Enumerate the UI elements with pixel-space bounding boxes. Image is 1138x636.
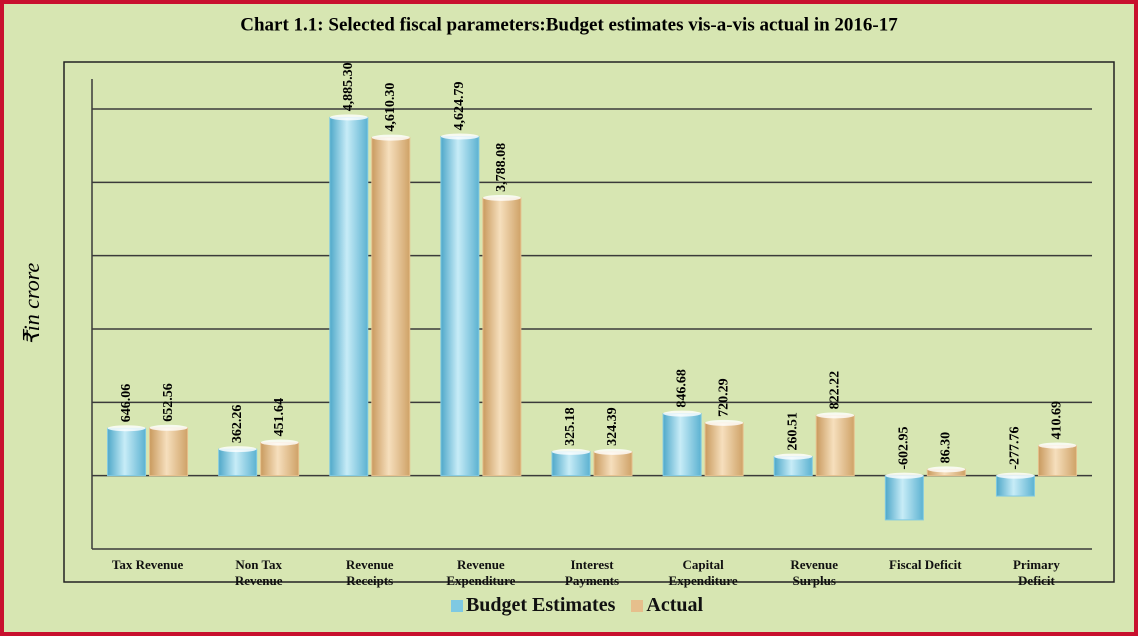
data-label: 324.39 xyxy=(605,407,620,446)
bar xyxy=(107,427,147,477)
data-label: 86.30 xyxy=(939,432,954,464)
bar-cap xyxy=(440,133,479,140)
bar-cap xyxy=(107,425,146,432)
x-tick-label: Tax Revenue xyxy=(111,557,184,572)
x-tick-label: Revenue Surplus xyxy=(790,557,839,588)
data-label: 325.18 xyxy=(563,407,578,446)
x-tick-label: Revenue Expenditure xyxy=(446,557,516,588)
bar xyxy=(815,414,855,477)
bar xyxy=(551,451,591,477)
bar xyxy=(260,442,300,477)
bar xyxy=(593,451,633,477)
bar xyxy=(149,427,189,477)
bar-cap xyxy=(885,472,924,479)
data-label: 846.68 xyxy=(674,369,689,408)
data-label: -277.76 xyxy=(1008,426,1023,469)
data-label: 410.69 xyxy=(1050,401,1065,440)
data-label: 822.22 xyxy=(827,371,842,410)
legend-label: Actual xyxy=(646,594,704,616)
bar xyxy=(482,197,522,477)
bar-cap xyxy=(552,448,590,455)
data-label: 362.26 xyxy=(230,405,245,444)
chart: Chart 1.1: Selected fiscal parameters:Bu… xyxy=(19,14,1115,583)
bar-cap xyxy=(816,412,855,419)
bar xyxy=(371,137,411,477)
data-label: 3,788.08 xyxy=(494,143,509,192)
data-label: 4,610.30 xyxy=(383,83,398,132)
chart-title: Chart 1.1: Selected fiscal parameters:Bu… xyxy=(240,14,898,35)
bar-cap xyxy=(329,114,368,121)
bar-cap xyxy=(663,410,702,417)
bar xyxy=(440,136,480,477)
bar-cap xyxy=(371,134,410,141)
legend-swatch xyxy=(450,600,463,613)
bar-cap xyxy=(927,466,966,473)
bar-cap xyxy=(149,424,188,431)
bar-cap xyxy=(705,419,744,426)
data-label: 451.64 xyxy=(272,398,287,437)
bar-cap xyxy=(218,446,257,453)
bar-cap xyxy=(1038,442,1077,449)
bar xyxy=(704,422,744,477)
plot-frame xyxy=(63,61,1115,583)
legend-label: Budget Estimates xyxy=(465,594,616,616)
data-label: 4,624.79 xyxy=(452,82,467,131)
bar xyxy=(218,448,258,477)
y-axis-label: ₹in crore xyxy=(19,262,44,345)
data-label: 260.51 xyxy=(785,412,800,451)
x-tick-label: Primary Deficit xyxy=(1012,557,1060,588)
bar xyxy=(329,116,369,477)
data-label: -602.95 xyxy=(897,426,912,469)
x-tick-label: Non Tax Revenue xyxy=(234,557,283,588)
x-tick-label: Capital Expenditure xyxy=(668,557,738,588)
legend-swatch xyxy=(631,600,644,613)
data-label: 652.56 xyxy=(161,383,176,422)
bar-cap xyxy=(594,448,632,455)
bar-cap xyxy=(482,194,521,201)
x-tick-label: Interest Payments xyxy=(564,557,620,588)
bar-cap xyxy=(774,453,813,460)
x-tick-label: Fiscal Deficit xyxy=(889,557,962,572)
data-label: 4,885.30 xyxy=(341,62,356,111)
bar xyxy=(884,475,924,521)
bar-cap xyxy=(996,472,1035,479)
data-label: 646.06 xyxy=(119,384,134,423)
bar xyxy=(1037,445,1077,477)
bar xyxy=(995,475,1035,497)
legend: Budget Estimates Actual xyxy=(4,594,1134,617)
bar xyxy=(662,413,702,477)
bar-cap xyxy=(260,439,299,446)
x-tick-label: Revenue Receipts xyxy=(345,557,394,588)
data-label: 720.29 xyxy=(716,378,731,417)
